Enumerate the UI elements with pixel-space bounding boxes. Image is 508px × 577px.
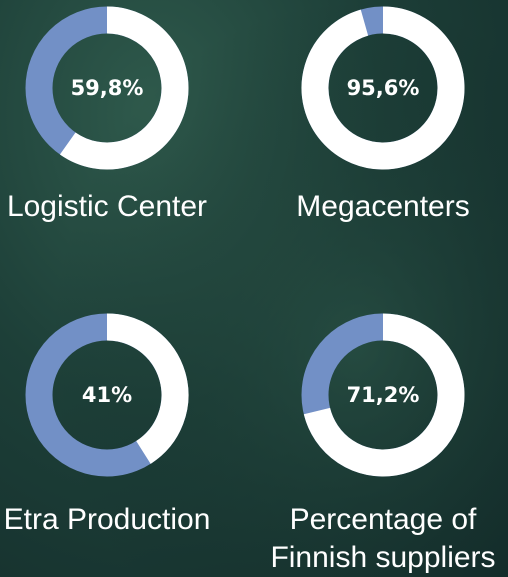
donut-arc — [106, 313, 189, 464]
donut-arc — [59, 6, 189, 170]
donut-value-label: 59,8% — [71, 76, 144, 100]
chart-title: Logistic Center — [6, 190, 208, 223]
donut-arc — [303, 313, 465, 477]
chart-title: Percentage of Finnish suppliers — [270, 503, 496, 574]
donut-value-label: 71,2% — [347, 383, 420, 407]
donut-value-label: 95,6% — [347, 76, 420, 100]
donut-arc — [301, 6, 465, 170]
chart-title: Etra Production — [3, 503, 211, 536]
donut-value-label: 41% — [82, 383, 132, 407]
chart-title: Megacenters — [296, 190, 470, 223]
